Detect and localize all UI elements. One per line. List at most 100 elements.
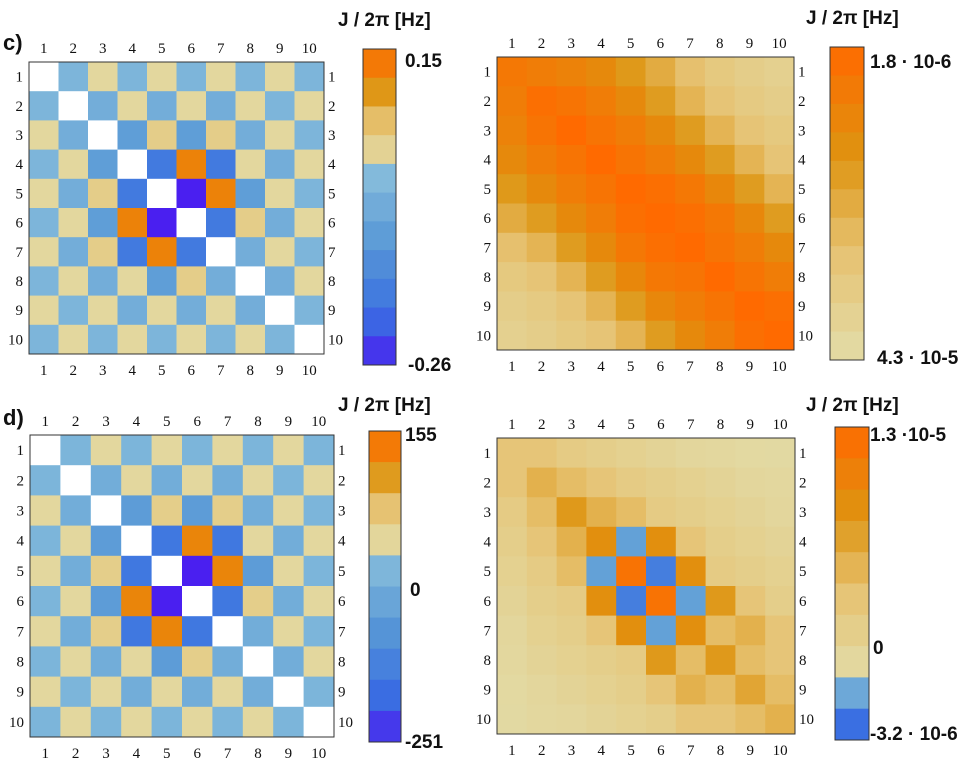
heatmap-cell	[235, 295, 266, 326]
colorbar-segment	[835, 646, 869, 678]
heatmap-cell	[294, 324, 325, 355]
y-tick-label-left: 6	[484, 594, 492, 610]
y-tick-label-left: 7	[484, 623, 492, 639]
colorbar-max-label: 155	[405, 425, 437, 446]
x-tick-label-top: 2	[538, 417, 546, 433]
y-tick-label-right: 9	[338, 685, 346, 701]
heatmap-cell	[90, 495, 122, 526]
x-tick-label-top: 10	[311, 414, 326, 430]
heatmap-cell	[294, 149, 325, 180]
heatmap-cell	[121, 646, 152, 677]
heatmap-cell	[646, 526, 677, 557]
y-tick-label-right: 1	[338, 443, 346, 459]
colorbar-segment	[830, 246, 864, 276]
heatmap-cell	[645, 232, 676, 263]
heatmap-cell	[117, 149, 148, 180]
heatmap-cell	[212, 676, 244, 708]
x-tick-label-top: 1	[40, 41, 48, 57]
heatmap-cell	[497, 174, 528, 204]
x-tick-label-top: 6	[657, 417, 665, 433]
heatmap-cell	[765, 556, 796, 587]
heatmap-cell	[303, 435, 335, 466]
y-tick-label-right: 6	[328, 216, 336, 232]
heatmap-cell	[586, 438, 617, 468]
heatmap-cell	[147, 295, 177, 326]
heatmap-cell	[29, 178, 59, 209]
heatmap-cell	[58, 178, 89, 209]
x-tick-label-top: 8	[717, 417, 725, 433]
heatmap-cell	[88, 91, 118, 121]
heatmap-cell	[526, 556, 557, 587]
heatmap-cell	[526, 320, 557, 351]
y-tick-label-right: 10	[798, 328, 813, 344]
heatmap-cell	[615, 232, 646, 263]
heatmap-cell	[88, 237, 118, 267]
heatmap-cell	[58, 149, 89, 180]
heatmap-cell	[294, 62, 325, 92]
x-tick-label-top: 6	[188, 41, 196, 57]
heatmap-cell	[212, 616, 244, 647]
y-tick-label-left: 9	[484, 299, 492, 315]
heatmap-cell	[182, 435, 213, 466]
heatmap-cell	[586, 144, 617, 175]
heatmap-cell	[273, 495, 304, 526]
y-tick-label-left: 7	[484, 240, 492, 256]
y-tick-label-right: 5	[338, 564, 346, 580]
heatmap-cell	[616, 467, 647, 498]
heatmap-cell	[265, 62, 295, 92]
heatmap-cell	[151, 465, 183, 496]
heatmap-cell	[294, 295, 325, 326]
y-tick-label-right: 5	[328, 186, 336, 202]
heatmap-cell	[212, 525, 244, 557]
heatmap-cell	[764, 320, 795, 351]
heatmap-cell	[58, 120, 89, 150]
x-tick-label-top: 5	[627, 36, 635, 52]
heatmap-cell	[182, 525, 213, 557]
heatmap-cell	[117, 62, 148, 92]
heatmap-cell	[235, 324, 266, 355]
y-tick-label-right: 4	[328, 157, 336, 173]
heatmap-cell	[29, 295, 59, 326]
heatmap-cells	[29, 434, 335, 738]
y-tick-label-left: 9	[16, 303, 24, 319]
heatmap-cell	[616, 645, 647, 676]
heatmap-cell	[88, 120, 118, 150]
heatmap-cell	[675, 320, 706, 351]
heatmap-cell	[147, 237, 177, 267]
heatmap-cell	[294, 208, 325, 238]
heatmap-cell	[206, 295, 236, 326]
heatmap-cell	[176, 91, 207, 121]
heatmap-cell	[497, 115, 528, 146]
heatmap-cell	[60, 676, 92, 708]
x-tick-label-bottom: 7	[217, 363, 225, 379]
y-tick-label-left: 1	[16, 70, 24, 86]
colorbar-segment	[363, 77, 396, 107]
heatmap-cell	[615, 115, 646, 146]
heatmap-cell	[704, 203, 735, 234]
heatmap-cells	[28, 61, 325, 355]
y-tick-label-left: 1	[484, 65, 492, 81]
heatmap-cell	[586, 556, 617, 587]
heatmap-cell	[303, 495, 335, 526]
heatmap-cell	[704, 57, 735, 87]
heatmap-cell	[151, 676, 183, 708]
colorbar-segment	[369, 524, 401, 556]
x-tick-label-top: 4	[597, 36, 605, 52]
heatmap-cell	[147, 149, 177, 180]
x-tick-label-bottom: 2	[538, 359, 546, 375]
heatmap-cell	[273, 706, 304, 738]
heatmap-cell	[556, 674, 587, 705]
y-tick-label-right: 8	[328, 274, 336, 290]
y-tick-label-left: 1	[484, 446, 492, 462]
heatmap-cell	[497, 674, 528, 705]
heatmap-cell	[242, 525, 274, 557]
colorbar-segment	[363, 192, 396, 222]
y-tick-label-left: 10	[9, 715, 24, 731]
heatmap-cells	[496, 56, 795, 351]
x-tick-label-bottom: 5	[158, 363, 166, 379]
heatmap-cell	[242, 586, 274, 617]
heatmap-cell	[615, 144, 646, 175]
x-tick-label-bottom: 4	[598, 743, 606, 759]
heatmap-cell	[176, 266, 207, 296]
heatmap-cell	[117, 120, 148, 150]
